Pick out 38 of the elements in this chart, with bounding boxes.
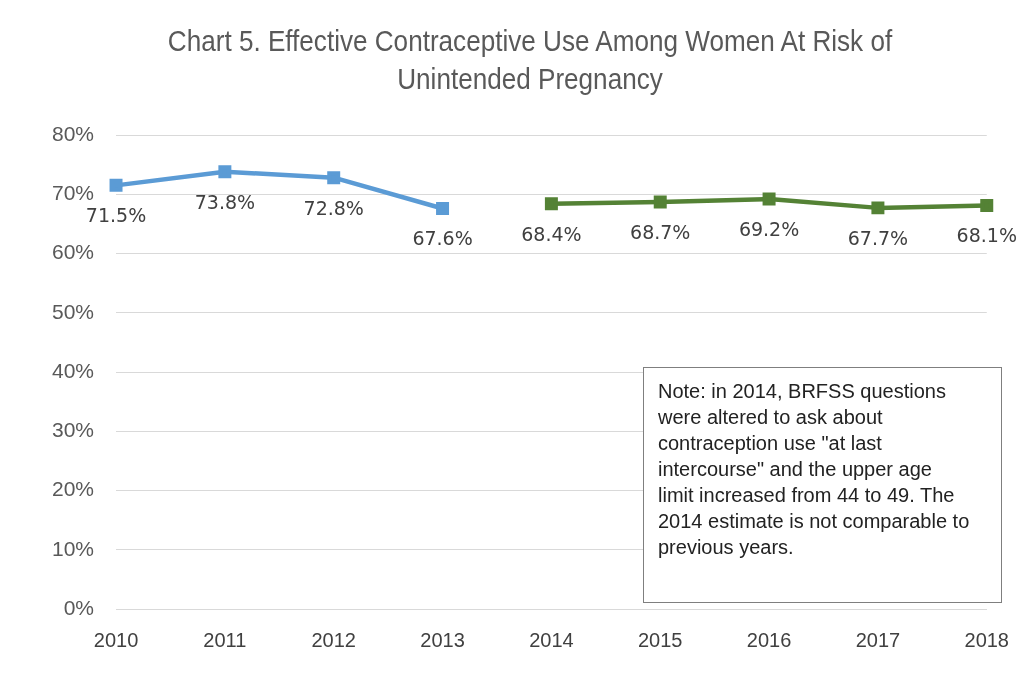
y-tick-label: 40%	[52, 358, 95, 382]
y-tick-label: 10%	[52, 536, 95, 560]
y-tick-label: 80%	[52, 121, 95, 145]
point	[980, 199, 994, 212]
point	[218, 165, 232, 179]
point	[871, 201, 885, 215]
data-label: 68.4%	[521, 222, 582, 245]
point	[544, 197, 558, 211]
data-label: 71.5%	[85, 204, 147, 227]
data-label: 68.1%	[956, 224, 1017, 247]
x-tick-label: 2018	[964, 628, 1009, 651]
point	[109, 178, 123, 192]
data-label: 67.6%	[412, 227, 473, 250]
y-tick-label: 70%	[52, 181, 95, 205]
point	[762, 192, 776, 206]
y-tick-label: 0%	[63, 595, 95, 619]
y-tick-label: 60%	[52, 240, 95, 264]
y-tick-label: 50%	[52, 299, 95, 323]
x-tick-label: 2012	[311, 628, 356, 651]
point	[327, 171, 341, 185]
x-tick-label: 2017	[855, 628, 901, 651]
x-tick-label: 2016	[746, 628, 792, 651]
data-label: 69.2%	[738, 217, 800, 240]
x-tick-label: 2010	[93, 628, 139, 651]
note-box: Note: in 2014, BRFSS questions were altered to ask about contraception use "at last intercourse" and the upper age limit increased from 44 to 49. The 2014 estimate is not comparable to previous years.	[643, 367, 1002, 603]
data-label: 73.8%	[194, 190, 256, 213]
y-tick-label: 20%	[52, 477, 95, 501]
data-label: 67.7%	[847, 226, 909, 249]
data-label: 72.8%	[303, 196, 364, 219]
y-tick-label: 30%	[52, 418, 95, 442]
chart-title: Chart 5. Effective Contraceptive Use Among Women At Risk of Unintended Pregnancy	[166, 24, 894, 97]
point	[436, 201, 450, 215]
point	[653, 195, 667, 209]
x-tick-label: 2014	[529, 628, 574, 651]
x-tick-label: 2015	[637, 628, 683, 651]
x-tick-label: 2013	[420, 628, 465, 651]
data-label: 68.7%	[630, 220, 691, 243]
x-tick-label: 2011	[203, 628, 247, 651]
